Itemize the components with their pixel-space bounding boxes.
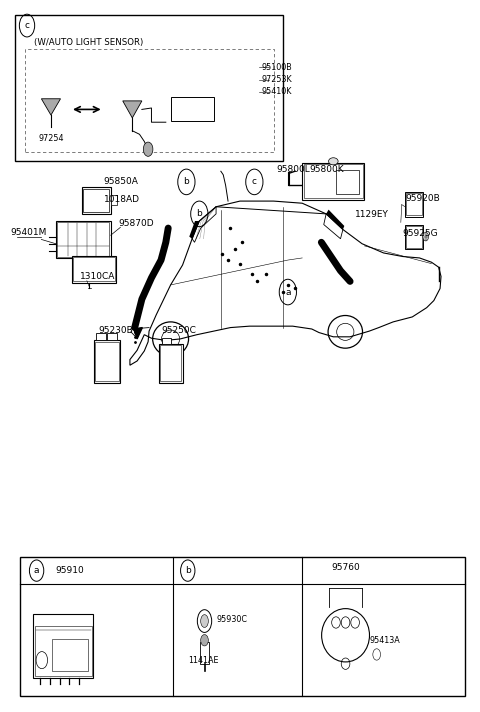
Text: 95930C: 95930C bbox=[216, 615, 248, 624]
Bar bbox=[162, 338, 171, 344]
Bar bbox=[33, 614, 93, 678]
Text: 95870D: 95870D bbox=[118, 219, 154, 228]
Bar bbox=[56, 221, 111, 258]
Bar bbox=[405, 192, 423, 216]
Bar bbox=[406, 226, 422, 248]
Bar bbox=[82, 187, 111, 214]
Circle shape bbox=[201, 634, 208, 646]
Polygon shape bbox=[41, 99, 60, 115]
Text: c: c bbox=[24, 21, 29, 30]
Bar bbox=[304, 164, 363, 198]
Text: 1129EY: 1129EY bbox=[355, 210, 389, 219]
Bar bbox=[200, 642, 209, 664]
Text: (W/PHOTO & AUTO LIGHT SENSOR): (W/PHOTO & AUTO LIGHT SENSOR) bbox=[34, 58, 186, 66]
Bar bbox=[35, 626, 92, 676]
Ellipse shape bbox=[201, 614, 208, 627]
Circle shape bbox=[423, 232, 429, 241]
Bar bbox=[302, 163, 364, 199]
Bar bbox=[107, 333, 117, 340]
Bar bbox=[57, 222, 109, 256]
Bar bbox=[24, 49, 274, 152]
Text: 95910: 95910 bbox=[56, 566, 84, 575]
Bar bbox=[52, 639, 88, 671]
Polygon shape bbox=[326, 209, 344, 229]
Text: 95850A: 95850A bbox=[104, 177, 138, 186]
Text: a: a bbox=[34, 566, 39, 575]
Text: 97254: 97254 bbox=[38, 134, 64, 143]
Text: b: b bbox=[185, 566, 191, 575]
Text: 95925G: 95925G bbox=[403, 229, 438, 238]
Text: 1018AD: 1018AD bbox=[104, 195, 140, 204]
Bar bbox=[405, 224, 423, 249]
Bar bbox=[170, 97, 214, 122]
Bar bbox=[72, 256, 116, 283]
Circle shape bbox=[144, 142, 153, 157]
Bar bbox=[96, 333, 106, 340]
Ellipse shape bbox=[328, 158, 338, 165]
Text: a: a bbox=[285, 288, 290, 296]
Bar bbox=[96, 342, 119, 381]
Polygon shape bbox=[123, 101, 142, 118]
Bar bbox=[111, 194, 117, 204]
Bar bbox=[158, 344, 182, 383]
Text: 1310CA: 1310CA bbox=[80, 272, 115, 281]
Text: 1141AE: 1141AE bbox=[188, 656, 218, 664]
Text: 95100B: 95100B bbox=[262, 63, 292, 72]
Bar bbox=[94, 340, 120, 383]
Text: 97253K: 97253K bbox=[262, 75, 292, 84]
Text: 95800L: 95800L bbox=[276, 165, 310, 174]
Text: 95250C: 95250C bbox=[161, 325, 196, 335]
Bar bbox=[336, 170, 359, 194]
Polygon shape bbox=[189, 221, 199, 239]
Text: b: b bbox=[196, 209, 202, 219]
Text: 95410K: 95410K bbox=[262, 88, 292, 96]
Text: 95760: 95760 bbox=[331, 562, 360, 572]
Bar bbox=[73, 257, 115, 281]
Bar bbox=[15, 15, 283, 161]
Text: c: c bbox=[252, 177, 257, 187]
Bar bbox=[406, 193, 422, 215]
Bar bbox=[20, 557, 465, 696]
Text: 95800K: 95800K bbox=[310, 165, 344, 174]
Text: 95230B: 95230B bbox=[99, 325, 133, 335]
Text: 95413A: 95413A bbox=[370, 637, 400, 646]
Text: b: b bbox=[183, 177, 189, 187]
Text: (W/AUTO LIGHT SENSOR): (W/AUTO LIGHT SENSOR) bbox=[34, 38, 144, 47]
Text: 95401M: 95401M bbox=[10, 228, 47, 236]
Bar bbox=[160, 345, 181, 381]
Polygon shape bbox=[134, 328, 143, 339]
Text: 95920B: 95920B bbox=[405, 194, 440, 202]
Bar bbox=[84, 189, 109, 211]
Text: (W/SECRUITY INDICATOR): (W/SECRUITY INDICATOR) bbox=[34, 78, 144, 86]
